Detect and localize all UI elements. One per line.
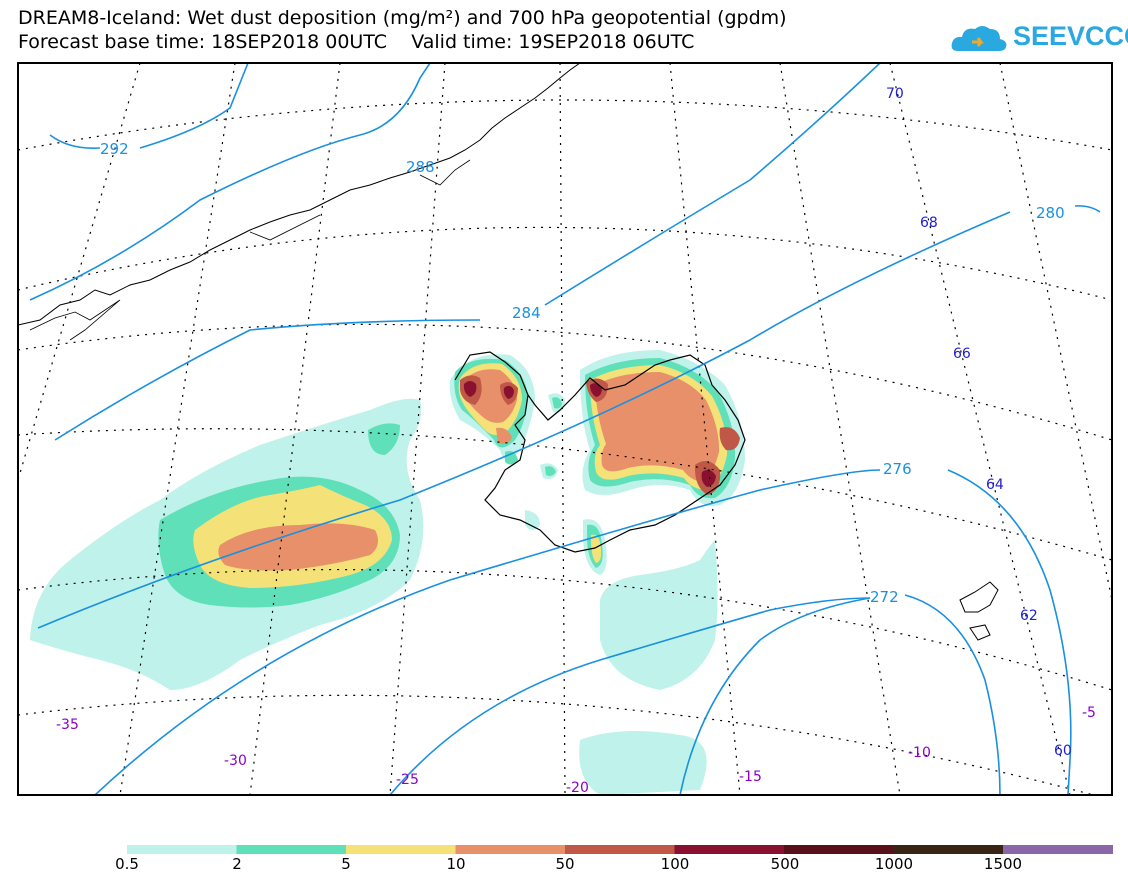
lat-label-64: 64 <box>986 477 1004 493</box>
legend-colorbar <box>127 845 1113 854</box>
lon-label-10: -10 <box>908 745 931 761</box>
lon-line-1 <box>18 63 141 481</box>
lat-line-60 <box>18 694 1096 795</box>
faroe-islands <box>959 581 999 641</box>
graticule <box>18 63 1112 795</box>
contour-label-284: 284 <box>512 304 541 322</box>
contour-label-292: 292 <box>100 140 129 158</box>
map-subtitle: Forecast base time: 18SEP2018 00UTC Vali… <box>18 31 695 53</box>
lat-line-70 <box>18 99 1112 151</box>
legend-swatch <box>893 845 1004 854</box>
legend-swatch <box>674 845 785 854</box>
contour-280 <box>37 205 1101 629</box>
lon-line-8 <box>889 63 1071 795</box>
contour-272b <box>679 597 871 795</box>
lat-line-62 <box>18 568 1112 691</box>
lat-label-70: 70 <box>886 86 904 102</box>
lon-label-20: -20 <box>566 780 589 796</box>
greenland-coastline-inner <box>29 159 471 341</box>
contour-label-272: 272 <box>870 588 899 606</box>
map-title: DREAM8-Iceland: Wet dust deposition (mg/… <box>18 7 787 29</box>
contour-label-288: 288 <box>406 158 435 176</box>
lat-line-66 <box>18 323 1112 441</box>
lat-label-60: 60 <box>1054 743 1072 759</box>
legend-swatch <box>127 845 237 854</box>
lon-label-5: -5 <box>1082 705 1096 721</box>
lon-label-35: -35 <box>56 717 79 733</box>
legend-swatch <box>784 845 894 854</box>
legend-label: 10 <box>446 855 466 873</box>
logo-text: SEEVCCC <box>1013 21 1128 51</box>
legend-label: 1500 <box>983 855 1023 873</box>
legend-label: 2 <box>232 855 242 873</box>
legend-swatch <box>236 845 347 854</box>
dust-band-5 <box>463 381 716 487</box>
cloud-icon <box>951 26 1007 51</box>
legend-label: 0.5 <box>115 855 139 873</box>
contour-292 <box>49 63 249 150</box>
legend-swatch <box>346 845 456 854</box>
lon-line-3 <box>249 63 341 795</box>
contour-284 <box>54 63 881 441</box>
greenland-coastline <box>18 63 581 326</box>
lon-line-2 <box>119 63 236 795</box>
lon-line-5 <box>559 63 566 795</box>
lon-line-7 <box>779 63 901 795</box>
legend-label: 5 <box>341 855 351 873</box>
lon-line-9 <box>999 63 1112 601</box>
lat-label-68: 68 <box>920 215 938 231</box>
contour-288 <box>29 63 431 301</box>
longitude-labels: -35 -30 -25 -20 -15 -10 -5 <box>56 705 1096 796</box>
lon-label-25: -25 <box>396 772 419 788</box>
geopotential-contours <box>29 63 1101 795</box>
lon-label-30: -30 <box>224 753 247 769</box>
legend-swatch <box>1003 845 1113 854</box>
contour-label-276: 276 <box>883 460 912 478</box>
lon-label-15: -15 <box>739 769 762 785</box>
iceland-coastline <box>454 351 746 553</box>
legend-label: 500 <box>770 855 800 873</box>
contour-272 <box>389 594 1001 795</box>
legend-label: 1000 <box>874 855 914 873</box>
contour-label-280: 280 <box>1036 204 1065 222</box>
map-frame <box>17 62 1113 796</box>
latitude-labels: 70 68 66 64 62 60 <box>886 86 1072 759</box>
legend-swatch <box>565 845 675 854</box>
legend-label: 100 <box>660 855 690 873</box>
lat-label-66: 66 <box>953 346 971 362</box>
legend-label: 50 <box>555 855 575 873</box>
contour-labels: 292 288 284 280 276 272 <box>100 140 1065 606</box>
contour-276 <box>94 469 1072 795</box>
legend-swatch <box>455 845 566 854</box>
lat-label-62: 62 <box>1020 608 1038 624</box>
